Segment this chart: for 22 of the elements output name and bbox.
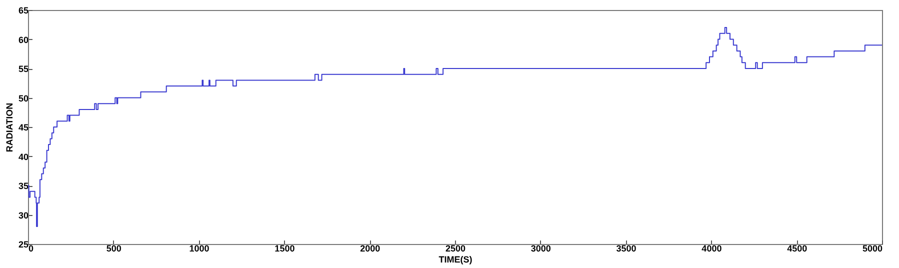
x-tick-label: 1500 bbox=[274, 244, 295, 254]
y-tick-label: 40 bbox=[18, 152, 28, 162]
x-tick-label: 3500 bbox=[616, 244, 636, 254]
y-tick-label: 55 bbox=[18, 64, 28, 74]
y-tick-label: 50 bbox=[18, 93, 28, 104]
x-tick-label: 2500 bbox=[445, 244, 466, 254]
y-tick-label: 25 bbox=[18, 240, 28, 250]
y-tick-label: 30 bbox=[18, 210, 28, 220]
x-tick-label: 500 bbox=[106, 244, 122, 254]
y-tick-label: 35 bbox=[18, 181, 28, 191]
x-tick-label: 0 bbox=[28, 244, 34, 254]
x-tick-label: 1000 bbox=[189, 244, 210, 254]
y-tick-label: 65 bbox=[18, 6, 28, 16]
x-tick-label: 2000 bbox=[360, 244, 380, 254]
x-tick-label: 4500 bbox=[787, 244, 808, 254]
x-tick-label: 4000 bbox=[702, 244, 722, 254]
x-axis-title: TIME(S) bbox=[438, 254, 472, 264]
y-axis-title: RADIATION bbox=[4, 102, 14, 152]
y-tick-label: 45 bbox=[18, 122, 28, 132]
y-tick-label: 60 bbox=[18, 34, 28, 45]
x-tick-label: 3000 bbox=[530, 244, 551, 254]
x-tick-label: 5000 bbox=[862, 244, 882, 254]
